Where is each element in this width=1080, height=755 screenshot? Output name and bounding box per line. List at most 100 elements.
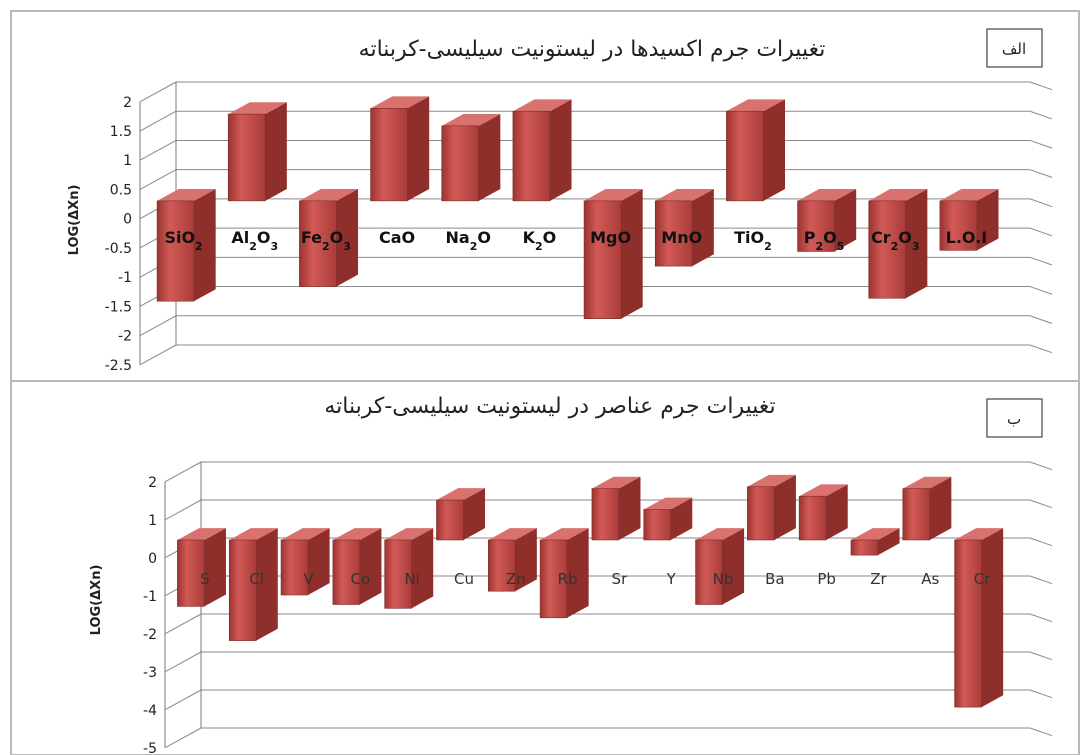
elements-panel-frame	[10, 380, 1080, 755]
bar	[488, 528, 537, 592]
bar-top	[177, 528, 226, 540]
category-label-text: Fe	[301, 228, 322, 247]
bar-side	[774, 474, 796, 540]
gridline-tail	[1029, 727, 1053, 737]
category-label: Cr2O3	[871, 228, 920, 253]
gridline-diagonal	[139, 140, 177, 161]
category-label: Rb	[558, 570, 578, 588]
bar-front	[583, 200, 622, 319]
category-label: SiO2	[164, 228, 202, 253]
category-label: Ba	[765, 570, 784, 588]
bar-front	[695, 539, 723, 605]
category-label-subscript: 3	[343, 240, 351, 253]
category-label: MnO	[661, 228, 702, 247]
bar-front	[332, 539, 361, 605]
elements-y-ticks: 2 1 0 -1 -2 -3 -4 -5	[143, 475, 157, 755]
y-tick-label: -0.5	[105, 241, 132, 257]
category-label-text: Y	[666, 570, 677, 588]
category-label-subscript: 3	[912, 240, 920, 253]
oxides-y-axis-label: LOG(ΔXn)	[67, 185, 82, 256]
category-label: Cu	[454, 570, 474, 588]
category-label-text: K	[523, 228, 536, 247]
gridline-tail	[1029, 256, 1053, 266]
bar-front	[156, 200, 195, 302]
category-label-text: Cr	[871, 228, 891, 247]
bar	[539, 528, 589, 619]
y-tick-label: -2.5	[105, 358, 132, 374]
bar-front	[228, 539, 257, 641]
category-label-text: Na	[446, 228, 470, 247]
bar-side	[692, 188, 714, 267]
gridline-tail	[1029, 344, 1053, 354]
category-label-subscript: 2	[535, 240, 543, 253]
category-label: Nb	[713, 570, 734, 588]
category-label: As	[921, 570, 939, 588]
bar	[384, 528, 434, 609]
bar-front	[643, 509, 671, 541]
bar	[228, 528, 278, 641]
y-tick-label: -4	[143, 703, 157, 719]
category-label-text: V	[303, 570, 314, 588]
category-label-text: O	[543, 228, 557, 247]
bar	[583, 188, 643, 319]
elements-chart-panel: تغییرات جرم عناصر در لیستونیت سیلیسی-کرب…	[10, 380, 1080, 755]
bar-top	[799, 484, 848, 497]
bar-front	[539, 539, 568, 619]
bar-top	[850, 528, 900, 540]
bar-front	[227, 113, 266, 202]
gridline-diagonal	[164, 651, 202, 673]
bar-front	[591, 488, 620, 541]
gridline-diagonal	[164, 499, 202, 521]
bar-side	[515, 528, 537, 592]
category-label: P2O5	[804, 228, 845, 253]
bar-front	[954, 539, 982, 708]
category-label-text: Co	[351, 570, 371, 588]
bar	[299, 188, 359, 287]
gridline-diagonal	[139, 315, 177, 337]
bar	[643, 497, 693, 541]
gridline-tail	[1029, 499, 1053, 509]
bar-front	[299, 200, 337, 287]
bar-side	[204, 528, 226, 607]
category-label: Y	[666, 570, 677, 588]
bar-top	[436, 488, 486, 500]
y-tick-label: 2	[148, 475, 157, 491]
bar	[654, 188, 714, 267]
elements-panel-tag: ب	[1007, 410, 1021, 428]
bar	[939, 188, 999, 251]
gridline-tail	[1029, 461, 1053, 471]
bar	[332, 528, 382, 605]
bar-front	[384, 539, 412, 609]
bar-top	[902, 476, 952, 489]
bar-top	[655, 188, 714, 201]
category-label-text: CaO	[379, 228, 415, 247]
bar-top	[797, 188, 857, 201]
bar	[954, 528, 1004, 708]
category-label: Zr	[870, 570, 887, 588]
bar	[798, 484, 848, 541]
gridline-tail	[1029, 110, 1053, 120]
bar-side	[265, 102, 287, 201]
category-label: Pb	[817, 570, 836, 588]
y-tick-label: 0	[148, 551, 157, 567]
bar-front	[280, 539, 309, 596]
bar-front	[939, 200, 978, 251]
category-label-text: S	[200, 570, 210, 588]
gridline-tail	[1029, 198, 1053, 208]
category-label-text: O	[330, 228, 344, 247]
gridline-tail	[1029, 575, 1053, 585]
bar-side	[722, 528, 745, 605]
bar-side	[308, 528, 330, 595]
bar	[747, 474, 796, 541]
y-tick-label: 1	[123, 153, 132, 169]
bar-side	[256, 528, 278, 641]
gridline-tail	[1029, 139, 1053, 149]
bar-front	[850, 539, 879, 556]
oxides-panel-tag-box	[986, 28, 1043, 68]
bar	[441, 113, 501, 202]
bar-side	[567, 528, 589, 618]
category-label-text: O	[257, 228, 271, 247]
oxides-category-labels: SiO2 Al2O3 Fe2O3 CaO Na2O K2O MgO MnO TiO2 P2O5 Cr…	[164, 228, 987, 253]
gridline-diagonal	[139, 344, 177, 366]
